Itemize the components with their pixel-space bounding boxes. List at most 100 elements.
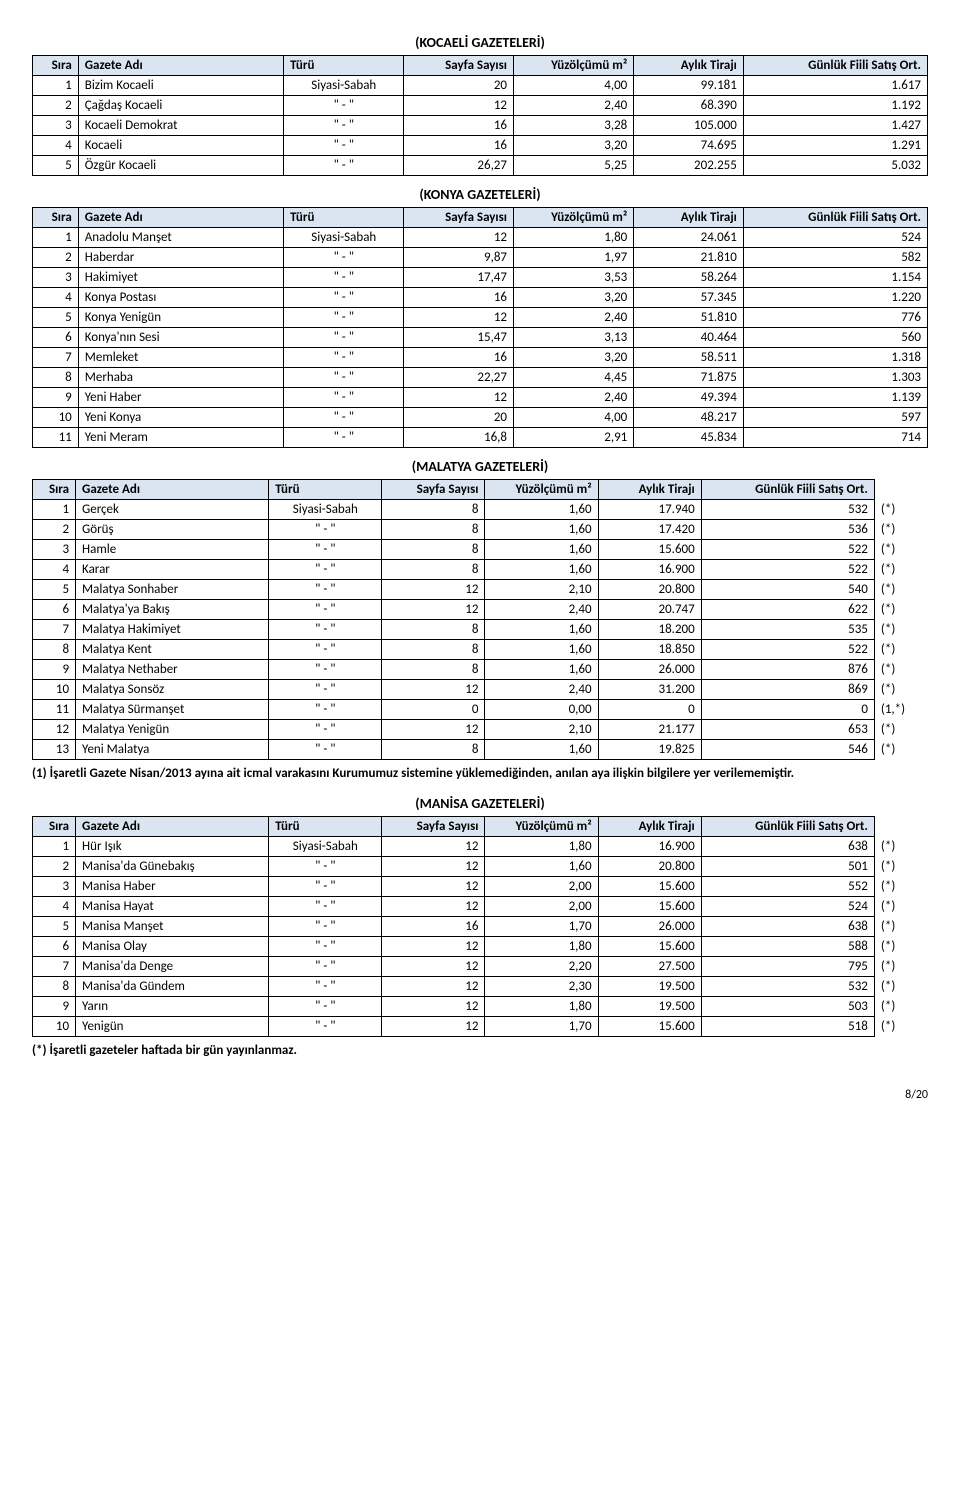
row-marker: (*) xyxy=(874,640,927,660)
table-cell: 16,8 xyxy=(404,428,514,448)
table-cell: " - " xyxy=(284,368,404,388)
table-cell: Memleket xyxy=(78,348,283,368)
table-cell: " - " xyxy=(284,388,404,408)
table-cell: " - " xyxy=(269,540,382,560)
table-cell: 19.500 xyxy=(598,977,701,997)
table-row: 8Merhaba" - "22,274,4571.8751.303 xyxy=(33,368,928,388)
table-cell: 12 xyxy=(382,937,485,957)
table-cell: 638 xyxy=(701,917,874,937)
page-number: 8/20 xyxy=(32,1088,928,1102)
table-cell: Manisa Hayat xyxy=(76,897,269,917)
row-marker: (*) xyxy=(874,977,927,997)
table-cell: 202.255 xyxy=(634,156,744,176)
table-cell: 3,20 xyxy=(514,288,634,308)
table-row: 5Özgür Kocaeli" - "26,275,25202.2555.032 xyxy=(33,156,928,176)
data-table: SıraGazete AdıTürüSayfa SayısıYüzölçümü … xyxy=(32,55,928,176)
table-cell: 1,80 xyxy=(485,937,598,957)
table-cell: 2 xyxy=(33,96,79,116)
column-header: Gazete Adı xyxy=(78,56,283,76)
table-cell: Bizim Kocaeli xyxy=(78,76,283,96)
table-cell: 2,00 xyxy=(485,897,598,917)
table-cell: Yeni Malatya xyxy=(76,740,269,760)
table-row: 9Yarın" - "121,8019.500503(*) xyxy=(33,997,928,1017)
table-cell: Kocaeli xyxy=(78,136,283,156)
column-header: Aylık Tirajı xyxy=(598,480,701,500)
table-cell: 9 xyxy=(33,997,76,1017)
table-cell: 68.390 xyxy=(634,96,744,116)
table-cell: 4,45 xyxy=(514,368,634,388)
table-cell: 12 xyxy=(382,680,485,700)
table-cell: " - " xyxy=(269,600,382,620)
table-cell: 12 xyxy=(382,720,485,740)
table-cell: 6 xyxy=(33,937,76,957)
table-cell: 58.511 xyxy=(634,348,744,368)
table-cell: 16 xyxy=(404,288,514,308)
table-cell: Yenigün xyxy=(76,1017,269,1037)
column-header: Sayfa Sayısı xyxy=(404,56,514,76)
row-marker: (*) xyxy=(874,997,927,1017)
table-cell: 17.940 xyxy=(598,500,701,520)
table-cell: " - " xyxy=(284,248,404,268)
table-row: 2Haberdar" - "9,871,9721.810582 xyxy=(33,248,928,268)
table-cell: 876 xyxy=(701,660,874,680)
table-cell: Hakimiyet xyxy=(78,268,283,288)
table-cell: 16 xyxy=(404,116,514,136)
column-header: Sayfa Sayısı xyxy=(382,480,485,500)
table-cell: 74.695 xyxy=(634,136,744,156)
table-cell: 4,00 xyxy=(514,76,634,96)
table-cell: 27.500 xyxy=(598,957,701,977)
column-header: Sayfa Sayısı xyxy=(404,208,514,228)
table-cell: Siyasi-Sabah xyxy=(284,228,404,248)
table-cell: Anadolu Manşet xyxy=(78,228,283,248)
table-cell: 2,91 xyxy=(514,428,634,448)
table-cell: Siyasi-Sabah xyxy=(269,837,382,857)
table-cell: 1,70 xyxy=(485,917,598,937)
row-marker: (*) xyxy=(874,877,927,897)
table-cell: 546 xyxy=(701,740,874,760)
table-cell: 7 xyxy=(33,957,76,977)
table-cell: 3,53 xyxy=(514,268,634,288)
table-cell: 597 xyxy=(743,408,927,428)
table-cell: 0 xyxy=(382,700,485,720)
table-row: 1Bizim KocaeliSiyasi-Sabah204,0099.1811.… xyxy=(33,76,928,96)
table-cell: 26.000 xyxy=(598,660,701,680)
table-cell: " - " xyxy=(284,328,404,348)
table-cell: Konya Postası xyxy=(78,288,283,308)
table-cell: 3 xyxy=(33,540,76,560)
table-cell: " - " xyxy=(284,428,404,448)
table-cell: 6 xyxy=(33,328,79,348)
table-row: 9Malatya Nethaber" - "81,6026.000876(*) xyxy=(33,660,928,680)
table-row: 2Manisa'da Günebakış" - "121,6020.800501… xyxy=(33,857,928,877)
table-cell: 1,60 xyxy=(485,857,598,877)
table-cell: 8 xyxy=(382,620,485,640)
table-cell: 11 xyxy=(33,700,76,720)
table-row: 11Yeni Meram" - "16,82,9145.834714 xyxy=(33,428,928,448)
table-cell: 2,40 xyxy=(514,96,634,116)
table-cell: Manisa Olay xyxy=(76,937,269,957)
table-cell: 51.810 xyxy=(634,308,744,328)
table-row: 3Hakimiyet" - "17,473,5358.2641.154 xyxy=(33,268,928,288)
row-marker: (*) xyxy=(874,560,927,580)
table-cell: 638 xyxy=(701,837,874,857)
table-cell: 12 xyxy=(404,228,514,248)
table-cell: 2,30 xyxy=(485,977,598,997)
table-cell: 18.200 xyxy=(598,620,701,640)
table-cell: 2 xyxy=(33,248,79,268)
table-cell: 869 xyxy=(701,680,874,700)
data-table: SıraGazete AdıTürüSayfa SayısıYüzölçümü … xyxy=(32,207,928,448)
table-cell: 13 xyxy=(33,740,76,760)
data-table: SıraGazete AdıTürüSayfa SayısıYüzölçümü … xyxy=(32,479,928,760)
column-header: Günlük Fiili Satış Ort. xyxy=(701,817,874,837)
table-cell: 48.217 xyxy=(634,408,744,428)
table-cell: 12 xyxy=(382,897,485,917)
column-header: Sayfa Sayısı xyxy=(382,817,485,837)
table-cell: 8 xyxy=(33,368,79,388)
table-row: 6Malatya'ya Bakış" - "122,4020.747622(*) xyxy=(33,600,928,620)
table-cell: " - " xyxy=(269,560,382,580)
column-header: Sıra xyxy=(33,480,76,500)
table-cell: 26.000 xyxy=(598,917,701,937)
table-cell: Siyasi-Sabah xyxy=(269,500,382,520)
table-cell: Manisa'da Gündem xyxy=(76,977,269,997)
table-cell: Görüş xyxy=(76,520,269,540)
table-cell: 20.747 xyxy=(598,600,701,620)
